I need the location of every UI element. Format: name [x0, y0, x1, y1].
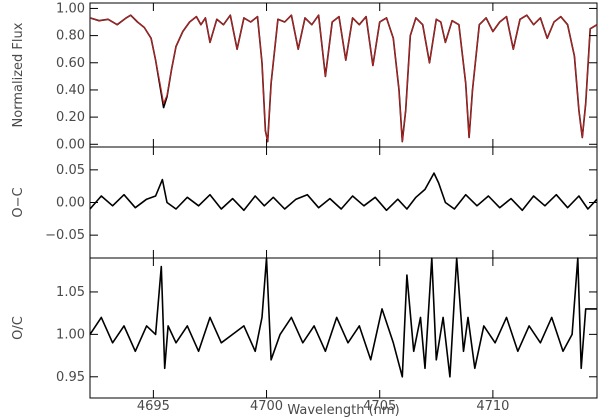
x-tick-label: 4705: [363, 399, 396, 414]
x-tick-label: 4700: [250, 399, 283, 414]
y-tick-label: 1.00: [56, 1, 85, 16]
series-line: [89, 257, 597, 378]
y-axis-label: O/C: [11, 316, 26, 340]
y-tick-label: 1.05: [56, 285, 85, 300]
plot-frame: [89, 257, 598, 399]
series-line: [89, 172, 598, 212]
x-axis-label: Wavelength (nm): [287, 403, 399, 417]
y-tick-label: 0.20: [56, 110, 85, 125]
x-tick-label: 4710: [476, 399, 509, 414]
series-line: [89, 14, 598, 143]
y-tick-label: 0.60: [56, 56, 85, 71]
spectrum-panel: 0.00 0.20 0.40 0.60 0.80 1.00 Normalized Flux: [11, 1, 598, 152]
y-axis-label: Normalized Flux: [11, 22, 26, 127]
x-tick-label: 4695: [137, 399, 170, 414]
y-tick-label: 0.40: [56, 83, 85, 98]
y-tick-label: 0.00: [56, 137, 85, 152]
y-tick-label: 0.00: [56, 196, 85, 211]
y-tick-label: 0.80: [56, 29, 85, 44]
y-axis-label: O−C: [11, 187, 26, 217]
y-tick-label: 1.00: [56, 327, 85, 342]
y-tick-label: 0.95: [56, 370, 85, 385]
series-line: [89, 14, 598, 143]
y-tick-label: −0.05: [45, 228, 85, 243]
ratio-panel: 0.95 1.00 1.05 4695 4700 4705 4710 O/C Wavelengt…: [11, 257, 598, 417]
plot-frame: [89, 146, 598, 259]
plot-frame: [89, 2, 598, 148]
y-tick-label: 0.05: [56, 163, 85, 178]
residual-panel: −0.05 0.00 0.05 O−C: [11, 146, 598, 259]
